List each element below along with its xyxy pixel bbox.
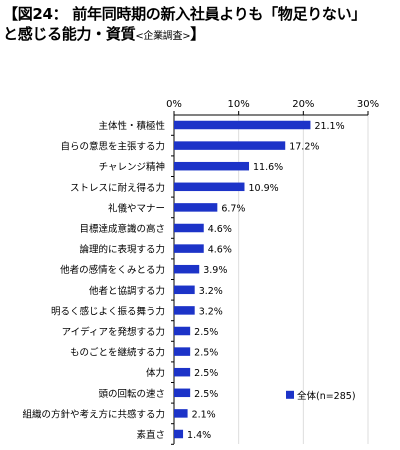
bar (174, 306, 195, 315)
value-label: 11.6% (253, 162, 283, 173)
x-tick-label: 20% (292, 99, 314, 110)
bar (174, 264, 200, 274)
bar (174, 203, 218, 212)
category-label: 他者と協調する力 (89, 285, 165, 297)
chart-title-line2: と感じる能力・資質<企業調査>】 (3, 24, 397, 47)
x-tick-label: 0% (166, 99, 182, 110)
category-label: チャレンジ精神 (99, 161, 165, 173)
value-label: 6.7% (221, 203, 245, 214)
category-label: 主体性・積極性 (98, 120, 165, 132)
category-label: 組織の方針や考え方に共感する力 (22, 408, 165, 420)
bar (174, 326, 191, 336)
legend-swatch (286, 390, 294, 399)
value-label: 1.4% (187, 430, 211, 441)
bar (174, 223, 204, 233)
bar (174, 409, 188, 418)
chart-title: 【図24： 前年同時期の新入社員よりも「物足りない」 と感じる能力・資質<企業調… (3, 4, 397, 47)
value-label: 2.1% (192, 409, 216, 420)
category-label: ものごとを継続する力 (70, 347, 165, 359)
value-label: 4.6% (208, 224, 232, 235)
category-label: 素直さ (136, 429, 165, 441)
bar (174, 120, 311, 130)
value-label: 3.2% (199, 306, 223, 317)
value-label: 17.2% (289, 142, 319, 153)
bar (174, 141, 286, 150)
bar (174, 161, 250, 171)
bar (174, 429, 184, 439)
bar (174, 244, 204, 253)
value-label: 2.5% (194, 389, 218, 400)
x-tick-label: 10% (228, 99, 250, 110)
value-label: 3.2% (199, 286, 223, 297)
value-label: 4.6% (208, 245, 232, 256)
chart-title-line2-main: と感じる能力・資質 (3, 25, 136, 43)
bar (174, 347, 191, 356)
category-label: ストレスに耐え得る力 (70, 182, 165, 194)
bar (174, 367, 191, 377)
value-label: 21.1% (314, 121, 344, 132)
chart-title-note: <企業調査> (135, 31, 191, 42)
bar (174, 285, 195, 295)
category-label: 他者の感情をくみとる力 (60, 264, 165, 276)
value-label: 2.5% (194, 327, 218, 338)
category-label: 自らの意思を主張する力 (60, 141, 165, 153)
legend-label: 全体(n=285) (297, 390, 356, 402)
category-label: 明るく感じよく振る舞う力 (51, 305, 165, 317)
chart-title-close: 】 (190, 25, 205, 43)
category-label: 頭の回転の速さ (98, 389, 165, 400)
bar (174, 182, 245, 192)
category-label: 礼儀やマナー (108, 202, 165, 214)
category-label: 目標達成意識の高さ (79, 223, 165, 235)
value-label: 2.5% (194, 368, 218, 379)
category-label: 体力 (146, 367, 165, 379)
value-label: 2.5% (194, 348, 218, 359)
chart-title-line1: 【図24： 前年同時期の新入社員よりも「物足りない」 (3, 5, 366, 23)
value-label: 10.9% (248, 183, 278, 194)
bar (174, 388, 191, 398)
category-label: アイディアを発想する力 (62, 326, 165, 338)
x-tick-label: 30% (357, 99, 379, 110)
value-label: 3.9% (203, 265, 227, 276)
category-label: 論理的に表現する力 (79, 244, 165, 256)
